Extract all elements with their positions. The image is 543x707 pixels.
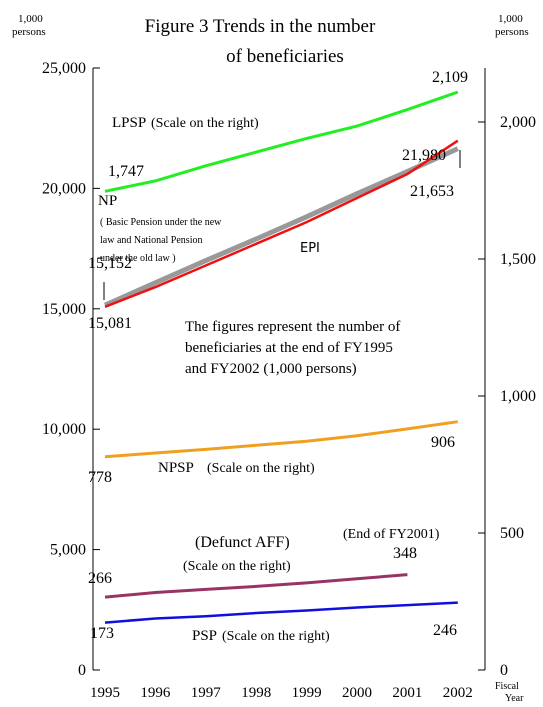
value-label: 15,152 [88,255,132,272]
x-tick-label: 1995 [90,685,120,701]
y-tick-label: 10,000 [42,421,86,438]
y-axis-label: persons [12,26,46,38]
x-tick-label: 1997 [191,685,222,701]
series-line [104,90,459,193]
value-label: 21,653 [410,183,454,200]
y-tick-label: 5,000 [50,542,86,559]
chart-title: Figure 3 Trends in the number [145,16,376,37]
y2-tick-label: 1,000 [500,388,536,405]
x-tick-label: 2002 [443,685,473,701]
x-tick-label: 2000 [342,685,372,701]
series-name: NPSP [158,460,194,476]
series-line [104,139,459,308]
y-tick-label: 15,000 [42,301,86,318]
x-tick-label: 1999 [292,685,322,701]
series-note: ( Basic Pension under the new [100,217,222,228]
series-name: EPI [300,241,320,256]
series-name: LPSP [112,115,146,131]
series-note: (Scale on the right) [207,461,315,476]
series-line [104,601,458,624]
series-line [104,420,459,459]
y2-axis-label: 1,000 [498,13,523,25]
value-label: 778 [88,469,112,486]
value-label: 2,109 [432,69,468,86]
x-tick-label: 1998 [241,685,271,701]
series-note: (Scale on the right) [183,559,291,574]
value-label: 173 [90,625,114,642]
y-tick-label: 25,000 [42,60,86,77]
value-label: 1,747 [108,163,144,180]
x-axis-label: Fiscal [495,681,519,692]
value-label: 266 [88,570,112,587]
annotation: The figures represent the number of [185,319,400,335]
value-label: 246 [433,622,457,639]
value-label: 906 [431,434,455,451]
series-name: NP [98,193,117,209]
value-label: 15,081 [88,315,132,332]
series-line [103,146,459,308]
y2-tick-label: 1,500 [500,251,536,268]
series-note: law and National Pension [100,235,202,246]
y2-tick-label: 500 [500,525,524,542]
value-label: 21,980 [402,147,446,164]
series-name: PSP [192,628,217,644]
x-tick-label: 2001 [392,685,422,701]
value-label: 348 [393,545,417,562]
y-axis-label: 1,000 [18,13,43,25]
x-axis-label: Year [505,693,524,704]
y2-tick-label: 0 [500,662,508,679]
annotation: beneficiaries at the end of FY1995 [185,340,393,356]
y2-tick-label: 2,000 [500,114,536,131]
series-note: (Scale on the right) [151,116,259,131]
series-note: under the old law ) [100,253,176,264]
y-tick-label: 0 [78,662,86,679]
y-tick-label: 20,000 [42,180,86,197]
y2-axis-label: persons [495,26,529,38]
x-tick-label: 1996 [140,685,171,701]
series-name: (Defunct AFF) [195,534,290,551]
series-line [104,573,408,599]
chart-title: of beneficiaries [226,46,344,67]
series-note: (End of FY2001) [343,527,440,542]
annotation: and FY2002 (1,000 persons) [185,361,357,377]
series-note: (Scale on the right) [222,629,330,644]
